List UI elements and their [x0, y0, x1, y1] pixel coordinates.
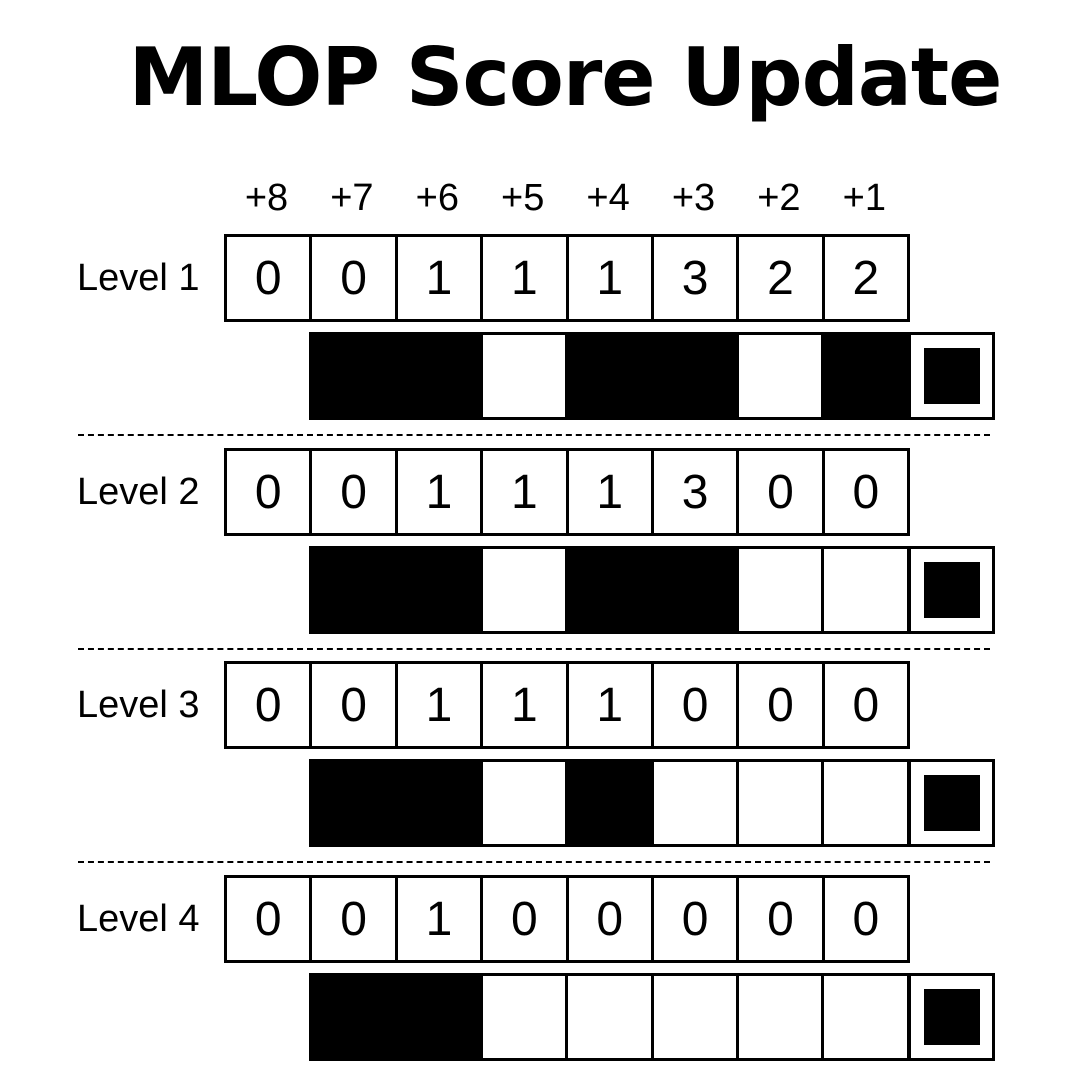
level-label: Level 2 — [77, 471, 200, 513]
bit-cell-filled — [653, 335, 739, 417]
score-cell: 1 — [483, 451, 569, 533]
offset-label: +8 — [244, 177, 289, 219]
bit-cell-filled — [653, 549, 739, 631]
bit-row — [309, 332, 910, 420]
score-cell: 1 — [483, 664, 569, 746]
score-cell: 0 — [483, 878, 569, 960]
bit-cell-empty — [653, 976, 739, 1058]
score-cell: 0 — [312, 664, 398, 746]
score-cell: 1 — [398, 664, 484, 746]
bit-cell-filled — [312, 549, 398, 631]
level-label: Level 3 — [77, 684, 200, 726]
prediction-box — [908, 973, 995, 1061]
filled-square-icon — [923, 562, 980, 618]
score-cell: 0 — [654, 664, 740, 746]
bit-cell-filled — [397, 335, 483, 417]
prediction-box — [908, 546, 995, 634]
score-cell: 1 — [569, 237, 654, 319]
level-label: Level 1 — [77, 257, 200, 299]
score-cell: 0 — [227, 237, 313, 319]
bit-cell-empty — [482, 976, 569, 1058]
score-cell: 2 — [825, 237, 910, 319]
score-cell: 0 — [312, 451, 398, 533]
bit-cell-empty — [738, 335, 825, 417]
bit-row — [309, 759, 910, 847]
filled-square-icon — [923, 775, 980, 831]
score-cell: 1 — [398, 878, 484, 960]
score-cell: 0 — [227, 664, 313, 746]
score-cell: 1 — [398, 451, 484, 533]
bit-cell-filled — [312, 976, 398, 1058]
filled-square-icon — [923, 989, 980, 1045]
offset-label: +5 — [501, 177, 545, 219]
level-divider — [78, 861, 990, 863]
bit-cell-empty — [482, 762, 569, 844]
bit-cell-filled — [397, 976, 483, 1058]
score-cell: 0 — [654, 878, 740, 960]
level-divider — [78, 434, 990, 436]
offset-label: +2 — [757, 177, 801, 219]
prediction-box — [908, 332, 995, 420]
score-cell: 0 — [312, 878, 398, 960]
bit-cell-empty — [482, 549, 569, 631]
score-cell: 1 — [483, 237, 569, 319]
score-cell: 0 — [227, 878, 313, 960]
score-cell: 0 — [739, 451, 825, 533]
bit-row — [309, 546, 910, 634]
bit-cell-filled — [568, 762, 654, 844]
bit-cell-filled — [397, 762, 483, 844]
bit-cell-empty — [653, 762, 739, 844]
level-label: Level 4 — [77, 898, 200, 940]
score-cell: 0 — [825, 878, 910, 960]
bit-row — [309, 973, 910, 1061]
bit-cell-empty — [738, 762, 825, 844]
score-cell: 0 — [825, 451, 910, 533]
bit-cell-empty — [738, 976, 825, 1058]
bit-cell-filled — [312, 335, 398, 417]
bit-cell-empty — [824, 762, 910, 844]
bit-cell-filled — [397, 549, 483, 631]
score-cell: 1 — [398, 237, 484, 319]
score-cell: 1 — [569, 451, 654, 533]
score-cell: 0 — [227, 451, 313, 533]
score-cell: 0 — [739, 664, 825, 746]
offset-label: +1 — [842, 177, 886, 219]
offset-label: +7 — [330, 177, 374, 219]
bit-cell-filled — [568, 335, 654, 417]
bit-cell-empty — [824, 976, 910, 1058]
offset-label: +6 — [415, 177, 459, 219]
score-cell: 3 — [654, 237, 740, 319]
bit-cell-filled — [568, 549, 654, 631]
offset-header: +8 +7 +6 +5 +4 +3 +2 +1 — [0, 176, 1088, 220]
score-cell: 0 — [569, 878, 654, 960]
score-cell: 0 — [825, 664, 910, 746]
score-cell: 0 — [312, 237, 398, 319]
offset-label: +3 — [671, 177, 716, 219]
level-divider — [78, 648, 990, 650]
bit-cell-empty — [568, 976, 654, 1058]
score-cell: 3 — [654, 451, 740, 533]
bit-cell-empty — [482, 335, 569, 417]
offset-label: +4 — [586, 177, 630, 219]
filled-square-icon — [923, 348, 980, 404]
bit-cell-empty — [738, 549, 825, 631]
bit-cell-empty — [824, 549, 910, 631]
bit-cell-filled — [824, 335, 910, 417]
bit-cell-filled — [312, 762, 398, 844]
score-cell: 0 — [739, 878, 825, 960]
score-cell: 2 — [739, 237, 825, 319]
diagram-title: MLOP Score Update — [128, 31, 1003, 124]
score-cell: 1 — [569, 664, 654, 746]
prediction-box — [908, 759, 995, 847]
